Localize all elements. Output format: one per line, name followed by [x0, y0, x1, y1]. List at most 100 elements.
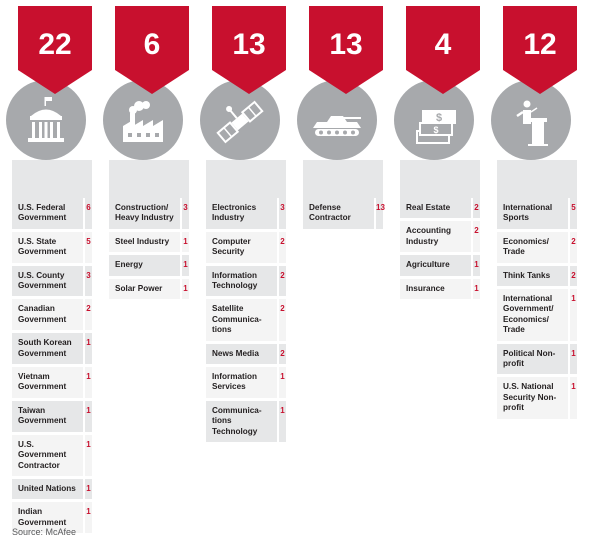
- item-count: 1: [471, 255, 480, 276]
- item-label: International Government/ Economics/ Tra…: [503, 294, 554, 335]
- item-count: 1: [471, 278, 480, 300]
- list-item: U.S. Federal Government 6: [12, 198, 92, 232]
- item-label: Steel Industry: [115, 236, 170, 246]
- list-item: Think Tanks 2: [497, 265, 577, 290]
- item-count: 2: [277, 343, 286, 365]
- item-count: 1: [83, 367, 92, 398]
- list-item: U.S. County Government 3: [12, 265, 92, 300]
- source-note: Source: McAfee: [12, 527, 77, 537]
- list-item: Real Estate 2: [400, 198, 480, 222]
- count-banner: [115, 6, 189, 94]
- item-count: 3: [277, 198, 286, 229]
- item-count: 1: [568, 289, 577, 341]
- item-count: 5: [83, 231, 92, 263]
- list-item: Construction/ Heavy Industry 3: [109, 198, 189, 232]
- item-label: Accounting Industry: [406, 226, 452, 246]
- list-item: Insurance 1: [400, 278, 480, 303]
- list-item: Political Non-profit 1: [497, 343, 577, 378]
- item-count: 2: [83, 299, 92, 331]
- item-label: International Sports: [503, 203, 553, 223]
- item-count: 2: [471, 198, 480, 219]
- item-label: Construction/ Heavy Industry: [115, 203, 174, 223]
- tank-icon: [313, 116, 361, 136]
- list-item: Information Services 1: [206, 367, 286, 401]
- item-count: 13: [374, 198, 385, 229]
- svg-text:$: $: [433, 125, 438, 135]
- item-count: 1: [277, 400, 286, 443]
- item-count: 1: [83, 502, 92, 534]
- item-count: 3: [180, 198, 189, 229]
- item-label: U.S. Federal Government: [18, 203, 67, 223]
- list-item: Canadian Government 2: [12, 299, 92, 334]
- item-label: Indian Government: [18, 507, 67, 527]
- item-label: News Media: [212, 348, 259, 358]
- column-header-strip: [400, 160, 480, 198]
- list-item: Energy 1: [109, 255, 189, 279]
- speaker-podium-circle: [491, 80, 571, 160]
- sector-item-list: U.S. Federal Government 6 U.S. State Gover…: [12, 198, 92, 537]
- list-item: Accounting Industry 2: [400, 221, 480, 256]
- item-label: Taiwan Government: [18, 405, 67, 426]
- item-count: 1: [568, 343, 577, 375]
- list-item: Defense Contractor 13: [303, 198, 385, 232]
- list-item: U.S. National Security Non-profit 1: [497, 377, 577, 422]
- list-item: Taiwan Government 1: [12, 400, 92, 435]
- item-count: 1: [83, 400, 92, 432]
- item-label: Insurance: [406, 283, 445, 293]
- satellite-icon: [216, 100, 264, 144]
- sector-item-list: Real Estate 2 Accounting Industry 2 Agricult…: [400, 198, 480, 303]
- list-item: News Media 2: [206, 343, 286, 368]
- list-item: Satellite Communica-tions 2: [206, 299, 286, 344]
- item-count: 3: [83, 265, 92, 297]
- item-label: Economics/ Trade: [503, 236, 549, 257]
- item-label: Energy: [115, 260, 143, 270]
- item-label: U.S. County Government: [18, 270, 67, 291]
- item-count: 2: [277, 299, 286, 341]
- item-count: 1: [277, 367, 286, 398]
- government-building-icon: [28, 97, 64, 142]
- item-count: 5: [568, 198, 577, 229]
- factory-circle: [103, 80, 183, 160]
- tank-circle: [297, 80, 377, 160]
- item-label: U.S. National Security Non-profit: [503, 382, 557, 413]
- item-count: 1: [180, 231, 189, 253]
- item-count: 1: [83, 478, 92, 500]
- count-banner: [309, 6, 383, 94]
- money-circle: $ $: [394, 80, 474, 160]
- item-label: Solar Power: [115, 283, 163, 293]
- column-header-strip: [303, 160, 383, 198]
- item-count: 2: [277, 231, 286, 263]
- item-label: Information Technology: [212, 270, 258, 291]
- count-banner: [503, 6, 577, 94]
- government-building-circle: [6, 80, 86, 160]
- sector-item-list: Construction/ Heavy Industry 3 Steel Indus…: [109, 198, 189, 303]
- item-label: U.S. Government Contractor: [18, 439, 67, 470]
- sector-item-list: Defense Contractor 13: [303, 198, 385, 232]
- list-item: Economics/ Trade 2: [497, 231, 577, 266]
- sector-item-list: Electronics Industry 3 Computer Security 2 I…: [206, 198, 286, 446]
- sector-total: 13: [329, 28, 363, 61]
- count-banner: [406, 6, 480, 94]
- item-count: 6: [83, 198, 92, 229]
- item-label: Electronics Industry: [212, 203, 257, 223]
- item-label: Information Services: [212, 372, 258, 392]
- list-item: Steel Industry 1: [109, 231, 189, 256]
- item-count: 2: [568, 265, 577, 287]
- item-label: U.S. State Government: [18, 236, 67, 257]
- list-item: South Korean Government 1: [12, 333, 92, 368]
- item-label: Political Non-profit: [503, 348, 556, 369]
- list-item: Solar Power 1: [109, 278, 189, 303]
- column-header-strip: [12, 160, 92, 198]
- item-label: Satellite Communica-tions: [212, 304, 262, 335]
- item-count: 1: [568, 377, 577, 419]
- sector-total: 4: [434, 28, 452, 61]
- item-label: Vietnam Government: [18, 372, 67, 392]
- item-label: United Nations: [18, 483, 76, 493]
- list-item: U.S. State Government 5: [12, 231, 92, 266]
- column-header-strip: [497, 160, 577, 198]
- list-item: Vietnam Government 1: [12, 367, 92, 401]
- column-header-strip: [109, 160, 189, 198]
- factory-icon: [123, 101, 163, 142]
- sector-item-list: International Sports 5 Economics/ Trade 2 Th…: [497, 198, 577, 422]
- item-count: 1: [83, 434, 92, 476]
